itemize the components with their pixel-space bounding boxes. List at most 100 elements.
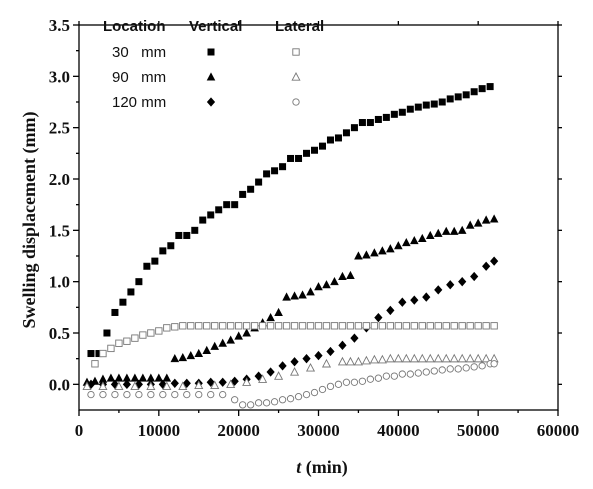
data-point	[306, 287, 315, 296]
x-tick-label: 20000	[217, 421, 260, 440]
data-point	[314, 350, 323, 361]
data-point	[410, 322, 418, 330]
data-point	[123, 337, 131, 345]
data-point	[337, 356, 347, 366]
data-point	[178, 352, 188, 362]
data-point	[155, 327, 163, 335]
data-point	[178, 381, 188, 391]
data-point	[278, 396, 287, 404]
data-point	[481, 215, 491, 224]
data-point	[426, 322, 434, 330]
legend-row-90mm: 90 mm	[112, 69, 166, 86]
y-tick-label: 2.5	[49, 119, 70, 138]
data-point	[382, 113, 390, 121]
data-point	[111, 390, 119, 399]
data-point	[162, 381, 172, 391]
data-point	[246, 401, 255, 409]
data-point	[369, 354, 379, 364]
data-point	[402, 322, 410, 330]
data-point	[183, 390, 191, 399]
data-point	[354, 322, 363, 330]
data-point	[278, 361, 287, 371]
data-point	[393, 353, 403, 363]
data-point	[282, 292, 291, 301]
data-point	[194, 380, 204, 390]
data-point	[130, 381, 140, 391]
data-point	[254, 399, 263, 407]
data-point	[171, 323, 179, 331]
data-point	[410, 235, 419, 245]
data-point	[434, 285, 443, 295]
data-point	[239, 401, 247, 409]
data-point	[122, 379, 131, 389]
legend-header-location: Location	[103, 18, 166, 35]
legend-row-120mm: 120 mm	[112, 94, 166, 111]
data-point	[361, 355, 371, 365]
data-point	[250, 322, 259, 330]
data-point	[226, 379, 236, 388]
y-tick-label: 1.5	[49, 221, 70, 240]
data-point	[322, 280, 331, 289]
x-axis-label: t (min)	[296, 457, 348, 478]
series-120-mm-lateral	[87, 360, 498, 409]
data-point	[279, 163, 287, 171]
data-point	[430, 367, 438, 375]
data-point	[334, 380, 343, 388]
data-point	[298, 290, 307, 299]
data-point	[254, 371, 263, 381]
data-point	[210, 380, 220, 390]
series-90-mm-vertical	[82, 214, 499, 386]
legend-row-30mm: 30 mm	[112, 44, 166, 61]
data-point	[231, 201, 239, 209]
data-point	[195, 390, 203, 399]
data-point	[417, 353, 427, 363]
data-point	[458, 322, 466, 330]
data-point	[350, 333, 359, 343]
legend-symbol-lateral	[291, 72, 301, 81]
y-axis-label: Swelling displacement (mm)	[19, 112, 40, 329]
data-point	[382, 372, 391, 380]
data-point	[182, 378, 191, 388]
data-point	[87, 390, 95, 399]
x-tick-label: 60000	[537, 421, 580, 440]
data-point	[406, 105, 414, 113]
data-point	[370, 322, 379, 330]
data-point	[318, 142, 326, 150]
data-point	[91, 360, 99, 368]
x-tick-label: 50000	[457, 421, 500, 440]
data-point	[350, 378, 359, 386]
data-point	[303, 149, 311, 157]
data-point	[441, 226, 451, 235]
series-30-mm-lateral	[91, 322, 498, 368]
data-point	[465, 353, 475, 363]
legend-symbol-vertical	[207, 48, 215, 56]
data-layer	[82, 83, 499, 409]
data-point	[242, 377, 252, 386]
data-point	[234, 331, 243, 340]
data-point	[159, 390, 167, 399]
data-point	[446, 280, 455, 290]
data-point	[326, 382, 335, 391]
data-point	[353, 356, 363, 366]
data-point	[270, 398, 279, 406]
data-point	[239, 190, 247, 198]
data-point	[446, 95, 454, 103]
data-point	[470, 271, 479, 282]
data-point	[486, 83, 494, 91]
data-point	[207, 390, 215, 399]
data-point	[302, 390, 311, 399]
data-point	[227, 322, 235, 330]
data-point	[366, 119, 374, 127]
data-point	[366, 375, 375, 383]
legend: Location Vertical Lateral 30 mm 90 mm 12…	[103, 18, 324, 111]
data-point	[338, 340, 347, 350]
data-point	[473, 353, 483, 363]
data-point	[454, 93, 462, 101]
data-point	[425, 353, 435, 363]
data-point	[433, 353, 443, 363]
data-point	[255, 178, 263, 186]
data-point	[191, 226, 199, 234]
data-point	[378, 322, 387, 330]
data-point	[342, 378, 351, 386]
